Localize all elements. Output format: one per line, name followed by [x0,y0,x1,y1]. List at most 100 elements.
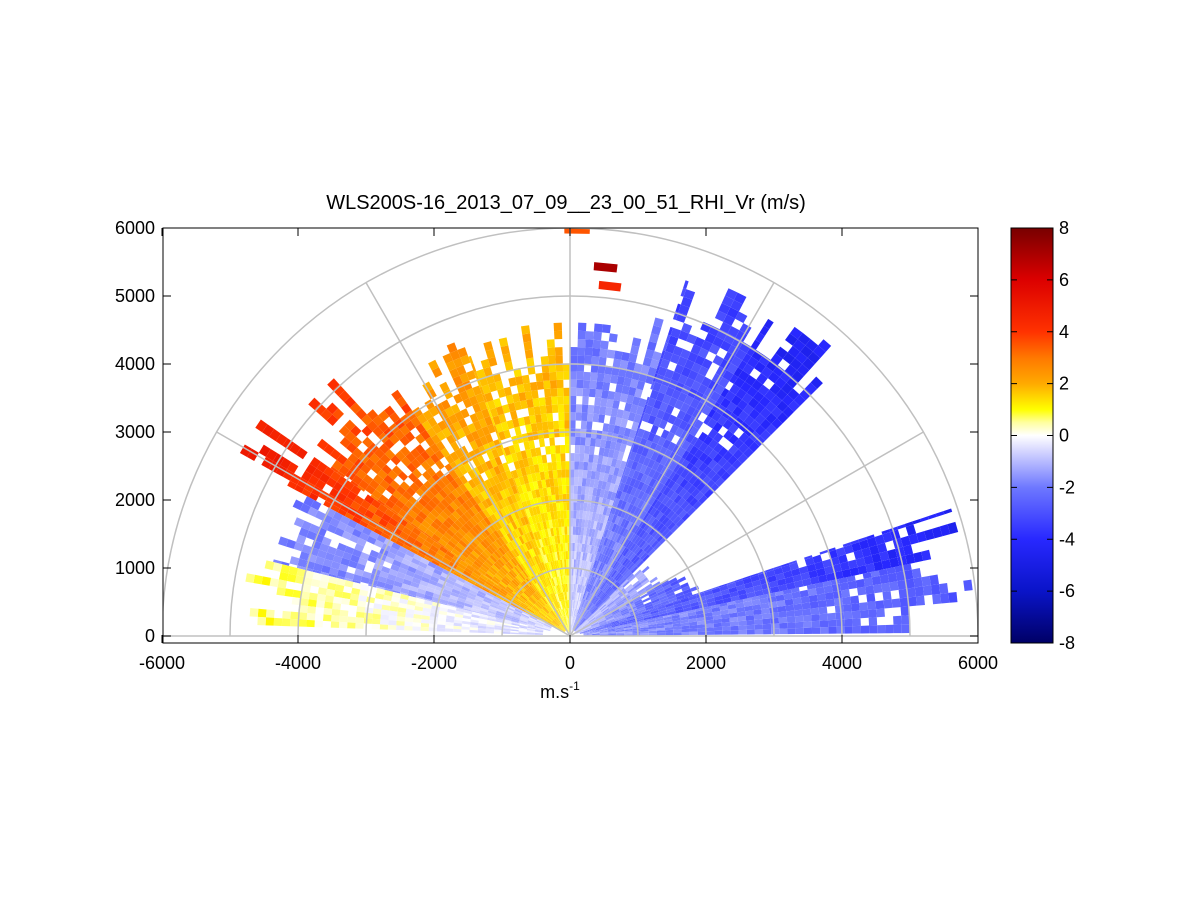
rhi-cell [582,590,587,599]
rhi-cell [730,299,743,312]
rhi-cell [734,348,747,361]
rhi-cell [600,593,608,601]
rhi-cell [406,486,416,497]
rhi-cell [527,620,536,625]
rhi-cell [782,394,794,407]
rhi-cell [619,606,628,612]
rhi-cell [484,572,493,580]
rhi-cell [495,617,505,622]
rhi-cell [384,405,396,417]
rhi-cell [427,499,438,509]
rhi-cell [775,388,788,401]
rhi-cell [404,617,414,623]
rhi-cell [385,578,395,586]
rhi-cell [541,597,548,605]
rhi-cell [526,398,534,409]
rhi-cell [554,618,561,625]
rhi-cell [578,461,584,470]
rhi-cell [703,589,713,597]
rhi-cell [616,375,625,386]
rhi-cell [494,623,503,627]
rhi-cell [520,616,529,621]
rhi-cell [400,403,412,415]
rhi-cell [439,598,449,605]
rhi-cell [600,606,608,612]
rhi-cell [339,615,348,623]
rhi-cell [558,576,562,585]
rhi-cell [524,509,529,518]
rhi-cell [738,442,749,454]
rhi-cell [622,568,630,577]
rhi-cell [623,622,632,626]
rhi-cell [529,539,536,549]
rhi-cell [453,545,463,554]
rhi-cell [647,548,656,557]
rhi-cell [455,579,465,586]
rhi-cell [667,335,679,346]
rhi-cell [624,628,633,632]
rhi-cell [877,542,888,554]
rhi-cell [713,626,723,631]
rhi-cell [610,559,617,568]
rhi-cell [636,604,645,610]
rhi-cell [702,465,713,476]
rhi-cell [350,554,360,563]
rhi-cell [457,597,466,603]
rhi-cell [464,602,473,608]
rhi-cell [369,530,380,540]
rhi-cell [506,495,514,505]
rhi-cell [392,559,402,568]
rhi-cell [574,625,581,632]
rhi-cell [455,565,465,573]
rhi-cell [301,520,312,531]
rhi-cell [323,443,335,456]
rhi-cell [454,613,464,619]
rhi-cell [491,599,500,606]
rhi-cell [589,445,595,455]
rhi-cell [897,579,907,590]
rhi-cell [738,432,750,443]
rhi-cell [599,439,607,449]
rhi-cell [605,521,612,530]
rhi-cell [558,626,565,632]
rhi-cell [423,594,433,601]
rhi-cell [613,467,620,477]
rhi-cell [507,513,514,523]
rhi-cell [610,532,617,541]
rhi-cell [587,628,596,632]
rhi-cell [601,481,607,490]
rhi-cell [493,550,502,559]
rhi-cell [732,406,744,417]
rhi-cell [684,377,695,388]
rhi-cell [556,608,561,617]
rhi-cell [501,536,509,545]
rhi-cell [523,416,531,426]
rhi-cell [449,537,459,546]
rhi-cell [616,634,625,636]
rhi-cell [487,534,496,543]
rhi-cell [589,618,597,624]
rhi-cell [630,487,638,497]
rhi-cell [822,558,833,568]
rhi-cell [776,578,787,586]
rhi-cell [575,592,579,601]
rhi-cell [458,418,468,429]
rhi-cell [301,584,312,593]
rhi-cell [593,331,602,341]
rhi-cell [634,612,643,617]
rhi-cell [587,404,595,414]
rhi-cell [422,572,432,580]
rhi-cell [493,595,502,602]
rhi-cell [461,502,471,512]
rhi-cell [566,625,569,633]
rhi-cell [539,598,546,606]
rhi-cell [585,569,590,578]
rhi-cell [603,564,609,573]
rhi-cell [559,607,563,616]
rhi-cell [600,340,609,350]
rhi-cell [545,553,551,563]
rhi-cell [494,627,503,631]
rhi-cell [838,577,848,584]
rhi-cell [482,598,492,604]
rhi-cell [608,449,615,459]
